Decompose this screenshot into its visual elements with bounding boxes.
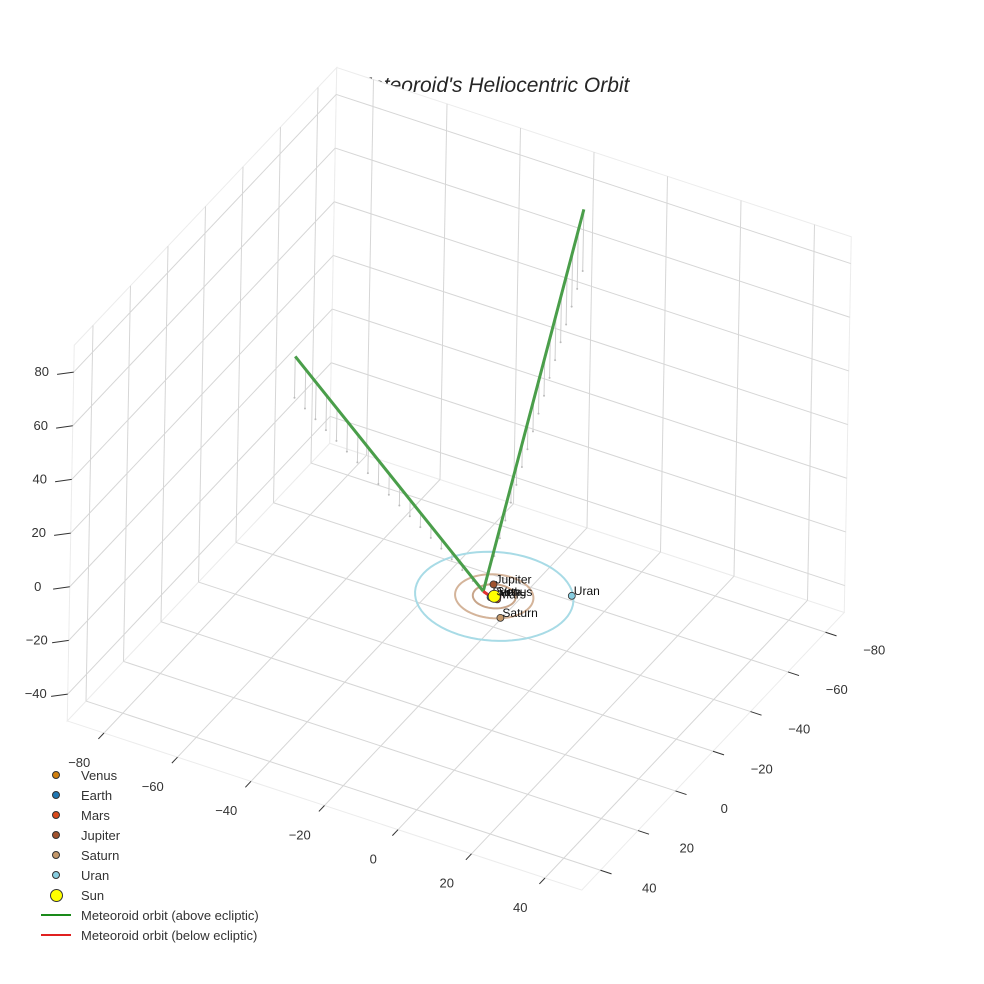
above-ecliptic-line-icon — [41, 914, 71, 916]
svg-text:60: 60 — [34, 418, 48, 433]
grid-lines — [67, 79, 851, 879]
legend-item: Jupiter — [38, 825, 259, 845]
legend-label: Mars — [81, 807, 110, 823]
svg-text:80: 80 — [35, 364, 49, 379]
svg-text:20: 20 — [32, 525, 46, 540]
legend-item: Uran — [38, 865, 259, 885]
svg-text:40: 40 — [642, 880, 656, 895]
legend-label: Saturn — [81, 847, 120, 863]
svg-text:−40: −40 — [215, 803, 237, 818]
svg-text:40: 40 — [33, 471, 47, 486]
svg-text:Mars: Mars — [499, 587, 526, 601]
jupiter-marker-icon — [52, 831, 60, 839]
legend-label: Meteoroid orbit (below ecliptic) — [81, 927, 258, 943]
svg-text:Saturn: Saturn — [502, 606, 537, 620]
legend-item: Meteoroid orbit (below ecliptic) — [38, 925, 259, 945]
earth-marker-icon — [52, 791, 60, 799]
legend: Venus Earth Mars Jupiter Saturn Uran Sun… — [38, 765, 259, 945]
svg-text:Jupiter: Jupiter — [496, 572, 532, 586]
svg-text:Sun: Sun — [496, 584, 517, 598]
legend-label: Venus — [81, 767, 118, 783]
mars-marker-icon — [52, 811, 60, 819]
svg-text:−20: −20 — [26, 632, 48, 647]
venus-marker-icon — [52, 771, 60, 779]
svg-text:−80: −80 — [68, 755, 90, 770]
svg-text:−40: −40 — [788, 722, 810, 737]
legend-item: Meteoroid orbit (above ecliptic) — [38, 905, 259, 925]
svg-text:−60: −60 — [142, 779, 164, 794]
svg-text:−80: −80 — [863, 642, 885, 657]
svg-text:40: 40 — [513, 900, 527, 915]
saturn-marker-icon — [52, 851, 60, 859]
below-ecliptic-line-icon — [41, 934, 71, 936]
svg-text:0: 0 — [34, 579, 41, 594]
legend-item: Earth — [38, 785, 259, 805]
legend-label: Sun — [81, 887, 105, 903]
meteoroid-stems — [293, 209, 585, 582]
legend-label: Jupiter — [81, 827, 121, 843]
svg-text:0: 0 — [721, 801, 728, 816]
legend-item: Saturn — [38, 845, 259, 865]
svg-text:−20: −20 — [751, 761, 773, 776]
svg-text:Uran: Uran — [574, 584, 600, 598]
chart-title: Meteoroid's Heliocentric Orbit — [354, 74, 630, 97]
legend-label: Uran — [81, 867, 110, 883]
sun-marker-icon — [49, 888, 63, 902]
legend-label: Earth — [81, 787, 113, 803]
axis-ticks: −80 −60 −40 −20 0 20 40 −80 −60 −40 −20 0 20 40 −40 −20… — [25, 364, 886, 915]
svg-text:0: 0 — [370, 852, 377, 867]
legend-item: Sun — [38, 885, 259, 905]
svg-text:−40: −40 — [25, 686, 47, 701]
uran-marker-icon — [52, 871, 60, 879]
svg-text:−60: −60 — [826, 682, 848, 697]
legend-item: Venus — [38, 765, 259, 785]
legend-item: Mars — [38, 805, 259, 825]
legend-label: Meteoroid orbit (above ecliptic) — [81, 907, 259, 923]
svg-text:20: 20 — [680, 841, 694, 856]
svg-text:20: 20 — [440, 876, 454, 891]
svg-text:−20: −20 — [289, 827, 311, 842]
svg-text:Venus: Venus — [499, 585, 532, 599]
